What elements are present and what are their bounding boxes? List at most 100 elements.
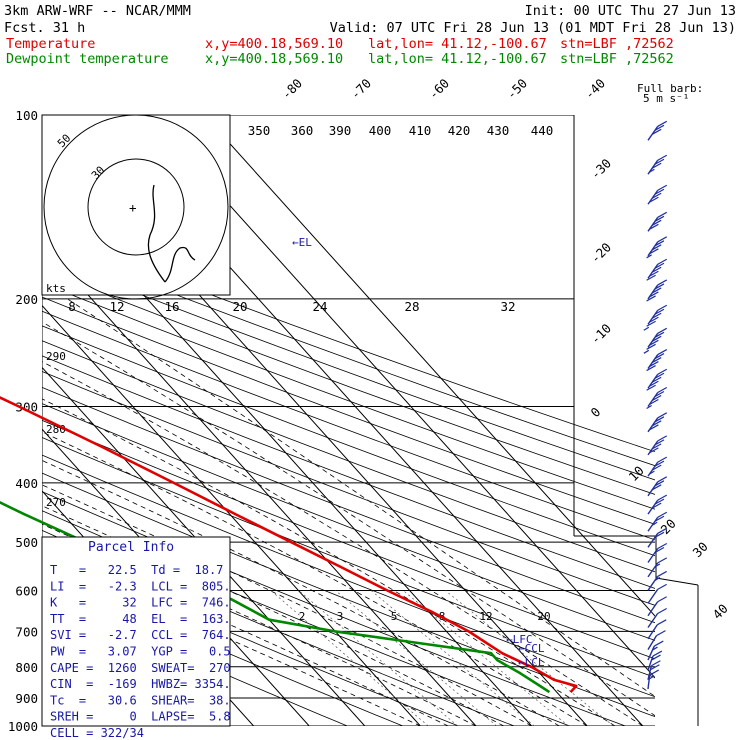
isotherm-label: -20 [588, 240, 615, 267]
pressure-tick-label: 900 [15, 691, 38, 706]
mixing-ratio-label: 32 [500, 299, 515, 314]
dry-adiabat [42, 310, 655, 541]
isotherm-line [203, 115, 655, 617]
mixing-ratio-label: 20 [232, 299, 247, 314]
hodograph-trace [147, 184, 196, 283]
temp-legend-latlon: lat,lon= 41.12,-100.67 [368, 36, 547, 52]
lcl-annotation: ←LCL [518, 656, 545, 669]
moist-adiabat [42, 554, 421, 726]
dry-adiabat [42, 255, 655, 481]
wind-barb [647, 608, 667, 628]
mixing-ratio-line [270, 590, 429, 726]
parcel-info-row: T = 22.5 Td = 18.7 [50, 563, 223, 577]
moist-adiabat [42, 321, 655, 717]
dry-adiabat [42, 242, 655, 467]
mixing-ratio-label: 24 [312, 299, 327, 314]
parcel-info-row: CAPE = 1260 SWEAT= 270 [50, 661, 231, 675]
dew-legend-label: Dewpoint temperature [6, 51, 169, 67]
hodograph-center-marker: + [129, 200, 137, 215]
theta-label: 410 [409, 123, 432, 138]
wind-barb [647, 435, 668, 456]
dry-adiabat [42, 340, 655, 573]
isotherm-label: -10 [588, 321, 615, 348]
wind-barb [646, 368, 668, 391]
parcel-info-title: Parcel Info [88, 540, 174, 555]
parcel-info-box: Parcel Info T = 22.5 Td = 18.7 LI = -2.3 … [41, 536, 231, 740]
moist-adiabat [42, 459, 560, 726]
wind-barb [647, 557, 668, 578]
wind-barb [647, 412, 668, 433]
hodograph-units: kts [46, 282, 66, 295]
model-title: 3km ARW-WRF -- NCAR/MMM [4, 3, 191, 19]
theta-left-label: 270 [46, 496, 66, 509]
mixing-ratio-low-label: 20 [537, 610, 550, 623]
temp-legend-xy: x,y=400.18,569.10 [205, 36, 343, 52]
isotherm-label: -30 [588, 156, 615, 183]
hodograph-ring-30 [87, 158, 185, 256]
isotherm-label: -80 [279, 76, 306, 103]
dry-adiabat [42, 325, 655, 557]
theta-label: 440 [531, 123, 554, 138]
theta-label: 360 [291, 123, 314, 138]
wind-barb [643, 304, 668, 331]
dry-adiabat [42, 436, 655, 678]
parcel-info-row: K = 32 LFC = 746. [50, 596, 231, 610]
parcel-info-rows: T = 22.5 Td = 18.7 LI = -2.3 LCL = 805. K … [50, 563, 231, 740]
barb-legend-units: 5 m s⁻¹ [643, 92, 689, 105]
pressure-tick-label: 300 [15, 400, 38, 415]
theta-label: 430 [487, 123, 510, 138]
dry-adiabat [42, 403, 655, 641]
isotherm-line [42, 243, 477, 726]
isotherm-line [42, 304, 421, 726]
mixing-ratio-label: 8 [68, 299, 76, 314]
parcel-info-row: PW = 3.07 YGP = 0.5 [50, 645, 231, 659]
parcel-info-row: CELL = 322/34 [50, 726, 144, 740]
wind-barb [647, 511, 668, 532]
isotherm-line [148, 115, 655, 679]
isotherm-label: -40 [582, 76, 609, 103]
pressure-tick-label: 800 [15, 660, 38, 675]
ccl-annotation: ←CCL [518, 642, 545, 655]
pressure-tick-label: 1000 [8, 719, 38, 734]
isotherm-line [42, 366, 366, 726]
wind-barb [647, 476, 668, 497]
dry-adiabat [42, 269, 655, 495]
moist-adiabat [42, 431, 588, 726]
dry-adiabat [42, 570, 404, 726]
parcel-info-row: SVI = -2.7 CCL = 764. [50, 628, 231, 642]
pressure-tick-label: 100 [15, 108, 38, 123]
mixing-ratio-line [445, 590, 614, 726]
wind-barb [647, 120, 668, 141]
wind-barb [646, 258, 668, 281]
mixing-ratio-low-label: 5 [391, 610, 398, 623]
mixing-ratio-label: 12 [109, 299, 124, 314]
isotherm-label: 40 [710, 601, 731, 622]
theta-label: 350 [248, 123, 271, 138]
wind-barb [647, 456, 668, 477]
wind-barb [647, 669, 659, 690]
el-annotation: ←EL [292, 236, 312, 249]
mixing-ratio-label: 16 [164, 299, 179, 314]
isotherm-label: -60 [426, 76, 453, 103]
dry-adiabat [42, 229, 655, 453]
temp-legend-label: Temperature [6, 36, 95, 52]
wind-barb [646, 236, 668, 259]
pressure-tick-label: 700 [15, 624, 38, 639]
dry-adiabat [42, 454, 655, 698]
wind-barb [647, 660, 661, 680]
dry-adiabat [42, 419, 655, 660]
dry-adiabat [42, 296, 655, 525]
wind-barb [647, 596, 667, 617]
isotherm-label: 0 [588, 404, 604, 420]
wind-barb [643, 327, 668, 354]
wind-barb [647, 184, 668, 205]
parcel-info-row: LI = -2.3 LCL = 805. [50, 579, 231, 593]
pressure-tick-label: 500 [15, 535, 38, 550]
wind-barb [646, 349, 668, 372]
moist-adiabat [42, 361, 644, 726]
wind-barb [646, 279, 668, 302]
mixing-ratio-low-label: 2 [299, 610, 306, 623]
temp-legend-stn: stn=LBF ,72562 [560, 36, 674, 52]
wind-barb [647, 630, 666, 651]
